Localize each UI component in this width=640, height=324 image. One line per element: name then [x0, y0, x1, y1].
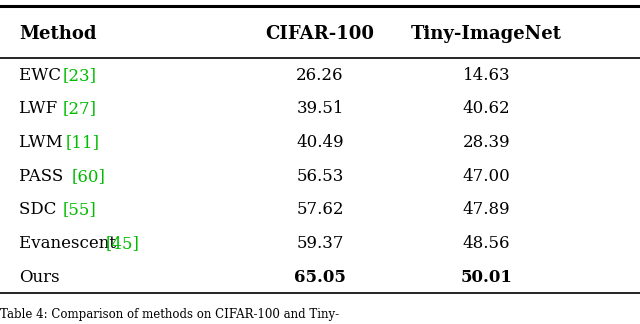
Text: Method: Method	[19, 25, 97, 43]
Text: [60]: [60]	[72, 168, 106, 185]
Text: 47.89: 47.89	[463, 202, 510, 218]
Text: PASS: PASS	[19, 168, 68, 185]
Text: [23]: [23]	[63, 67, 97, 84]
Text: Table 4: Comparison of methods on CIFAR-100 and Tiny-: Table 4: Comparison of methods on CIFAR-…	[0, 308, 339, 321]
Text: 28.39: 28.39	[463, 134, 510, 151]
Text: 50.01: 50.01	[460, 269, 513, 286]
Text: LWF: LWF	[19, 100, 63, 117]
Text: 26.26: 26.26	[296, 67, 344, 84]
Text: 57.62: 57.62	[296, 202, 344, 218]
Text: SDC: SDC	[19, 202, 62, 218]
Text: CIFAR-100: CIFAR-100	[266, 25, 374, 43]
Text: Evanescent: Evanescent	[19, 235, 122, 252]
Text: 48.56: 48.56	[463, 235, 510, 252]
Text: [27]: [27]	[63, 100, 97, 117]
Text: EWC: EWC	[19, 67, 67, 84]
Text: 40.62: 40.62	[463, 100, 510, 117]
Text: [11]: [11]	[65, 134, 99, 151]
Text: [55]: [55]	[63, 202, 97, 218]
Text: [45]: [45]	[106, 235, 140, 252]
Text: 56.53: 56.53	[296, 168, 344, 185]
Text: 65.05: 65.05	[294, 269, 346, 286]
Text: Tiny-ImageNet: Tiny-ImageNet	[411, 25, 562, 43]
Text: LWM: LWM	[19, 134, 68, 151]
Text: 40.49: 40.49	[296, 134, 344, 151]
Text: 47.00: 47.00	[463, 168, 510, 185]
Text: 59.37: 59.37	[296, 235, 344, 252]
Text: 14.63: 14.63	[463, 67, 510, 84]
Text: Ours: Ours	[19, 269, 60, 286]
Text: 39.51: 39.51	[296, 100, 344, 117]
